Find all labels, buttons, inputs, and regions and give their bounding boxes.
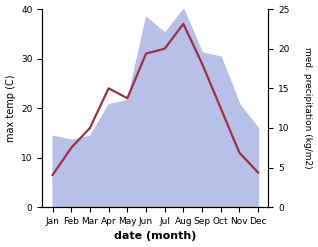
X-axis label: date (month): date (month) [114, 231, 197, 242]
Y-axis label: max temp (C): max temp (C) [5, 74, 16, 142]
Y-axis label: med. precipitation (kg/m2): med. precipitation (kg/m2) [303, 47, 313, 169]
